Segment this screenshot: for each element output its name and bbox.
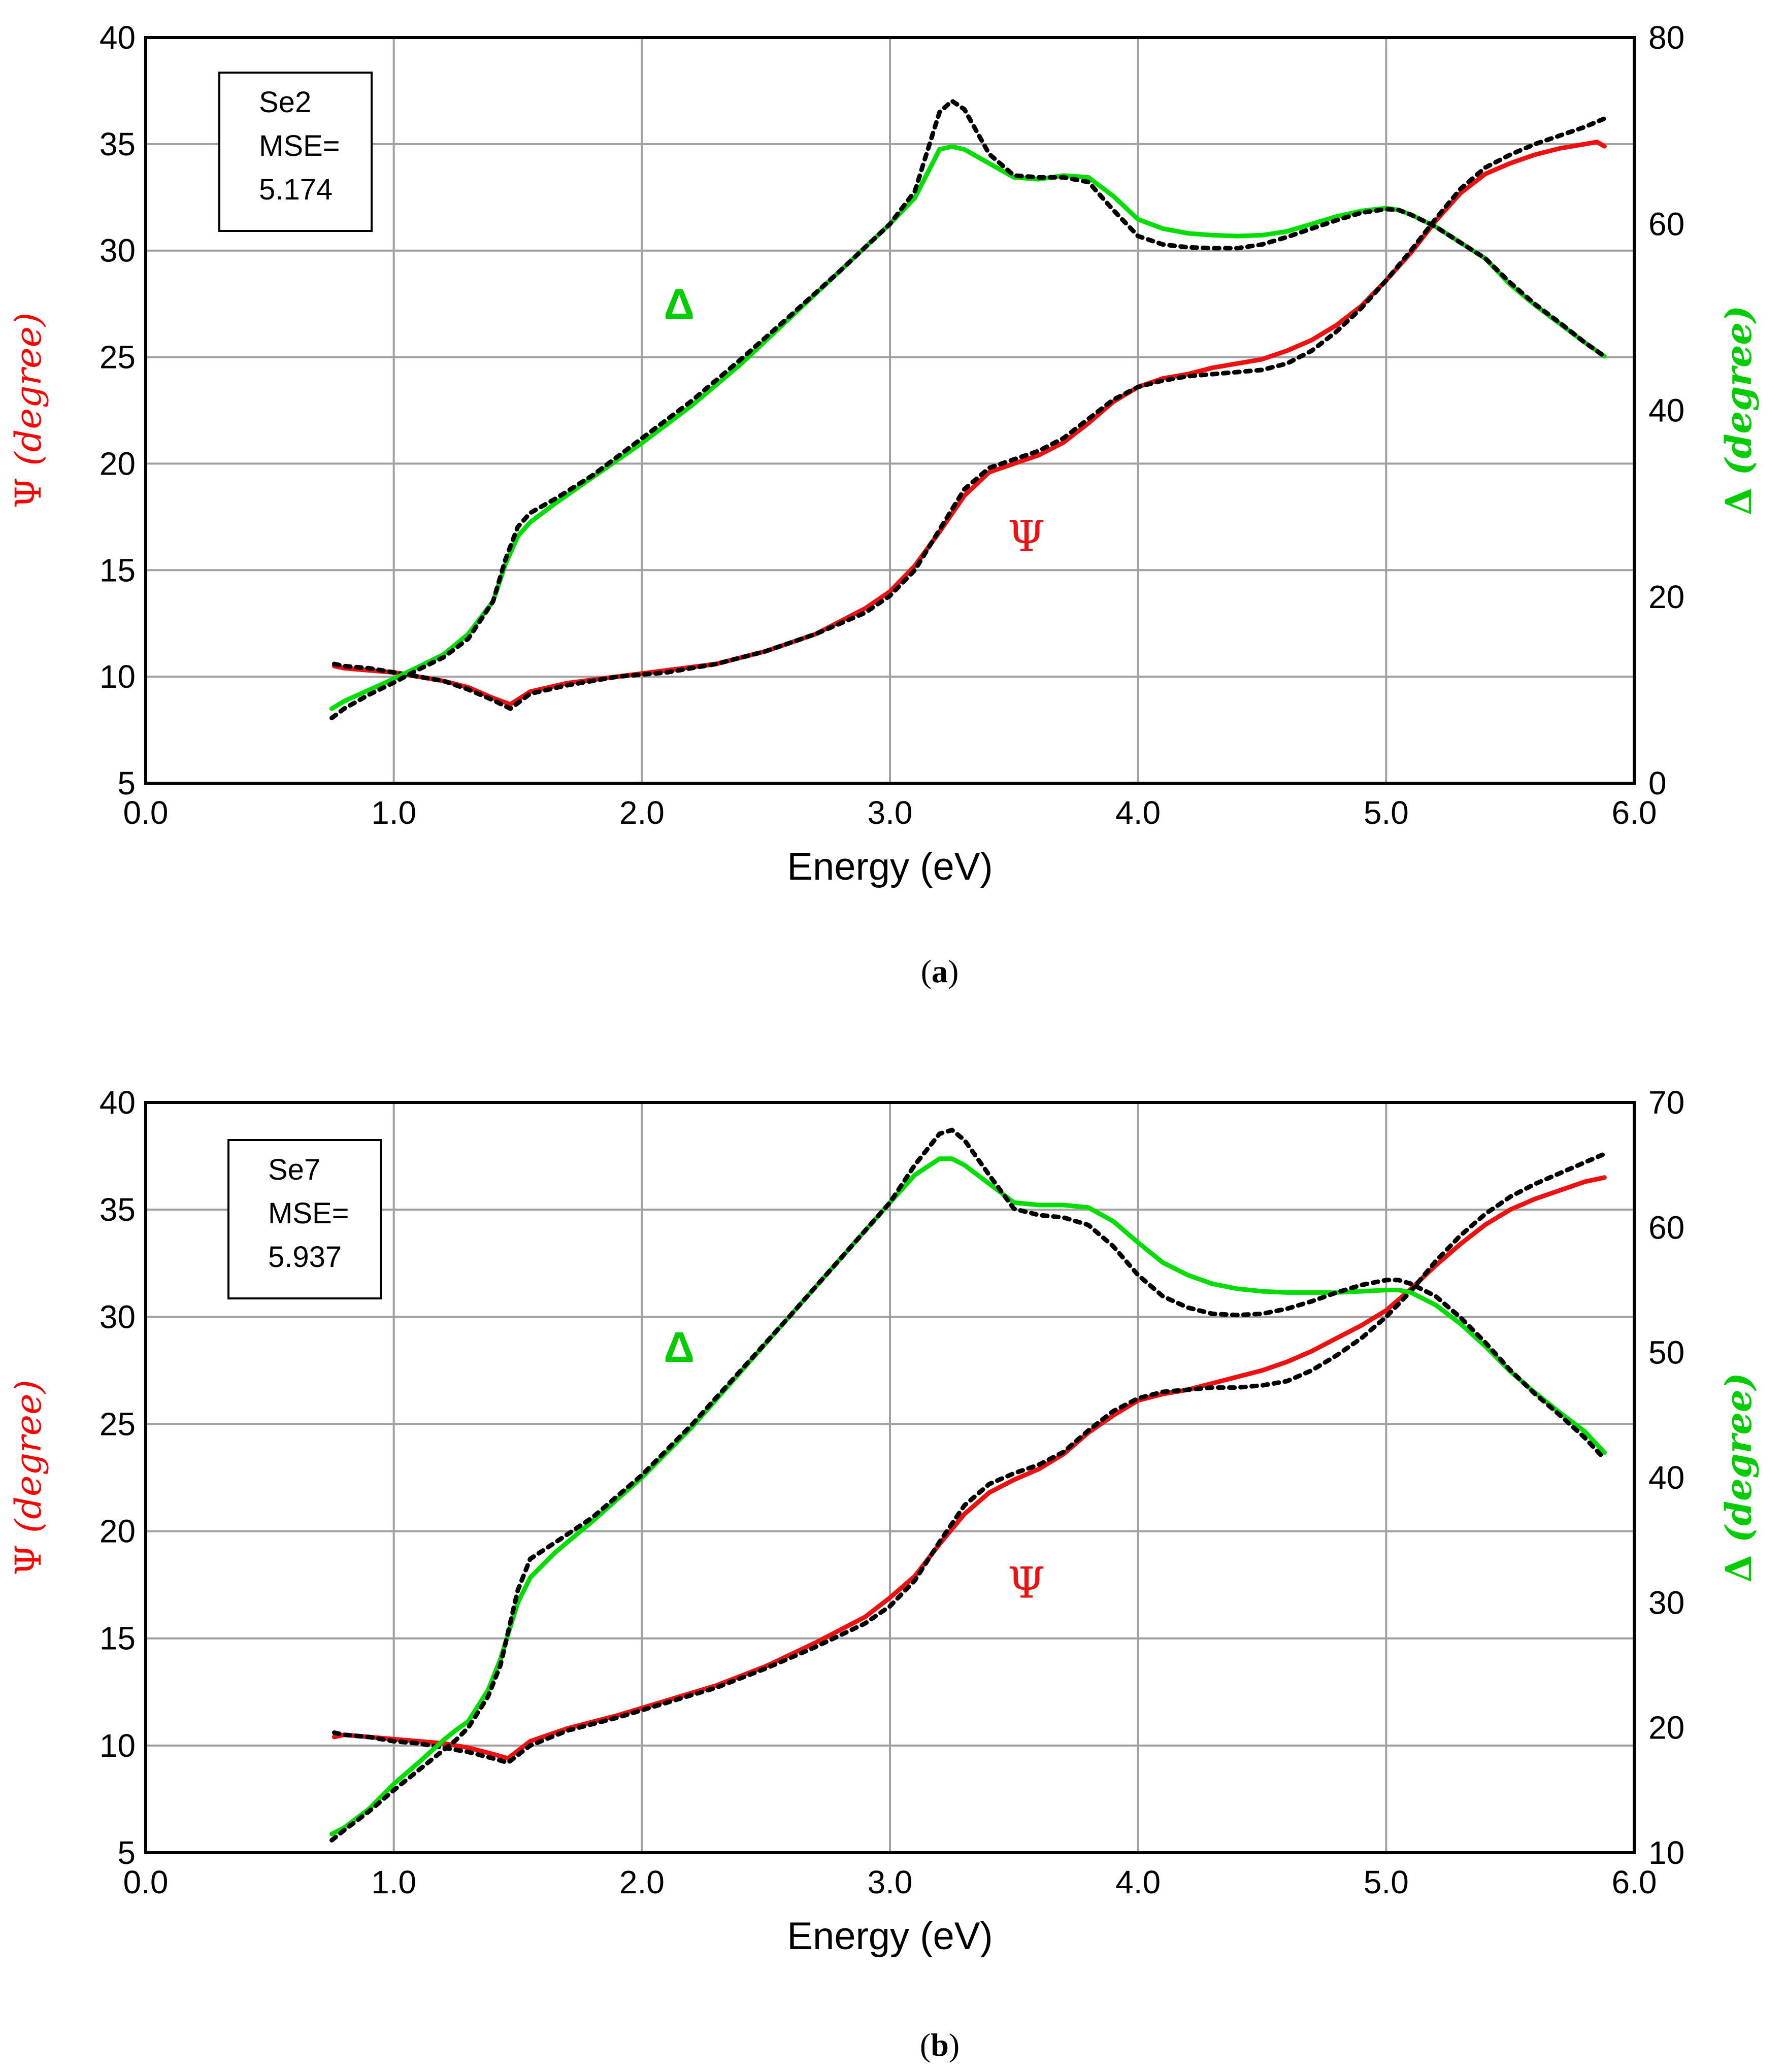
y-left-axis-unit: (degree) xyxy=(8,1380,49,1533)
x-tick-label: 6.0 xyxy=(1612,1864,1657,1900)
y-left-tick-label: 10 xyxy=(100,658,136,695)
y-right-tick-label: 60 xyxy=(1648,1209,1684,1246)
x-axis-label: Energy (eV) xyxy=(787,845,993,888)
x-tick-label: 0.0 xyxy=(123,794,169,831)
y-right-tick-label: 50 xyxy=(1648,1334,1684,1371)
delta-model-fit-line xyxy=(329,98,1607,720)
delta-measured-line xyxy=(329,1156,1607,1836)
y-right-tick-label: 20 xyxy=(1648,1710,1684,1746)
plot-frame xyxy=(144,36,1636,785)
y-left-tick-label: 20 xyxy=(100,445,136,482)
y-left-tick-label: 40 xyxy=(100,19,136,56)
y-left-tick-label: 30 xyxy=(100,1298,136,1335)
x-axis-label: Energy (eV) xyxy=(787,1915,993,1958)
legend-mse-value: 5.937 xyxy=(268,1241,342,1274)
caption-letter: a xyxy=(932,953,948,989)
delta-model-fit-line xyxy=(329,1127,1607,1843)
psi-measured-line xyxy=(332,1175,1607,1761)
psi-curve-label: Ψ xyxy=(1008,512,1045,561)
y-left-tick-label: 15 xyxy=(100,1620,136,1657)
y-right-axis-label: Δ (degree) xyxy=(1717,1373,1760,1582)
x-tick-label: 1.0 xyxy=(371,794,416,831)
x-tick-label: 2.0 xyxy=(619,1864,665,1900)
legend-mse-label: MSE= xyxy=(259,129,340,162)
y-left-tick-label: 30 xyxy=(100,232,136,269)
y-left-axis-label: Ψ (degree) xyxy=(8,313,49,509)
x-tick-label: 6.0 xyxy=(1612,794,1657,831)
x-tick-label: 0.0 xyxy=(123,1864,169,1900)
y-right-tick-label: 60 xyxy=(1648,206,1684,242)
caption-letter: b xyxy=(931,2027,949,2063)
y-left-tick-label: 25 xyxy=(100,1406,136,1442)
x-tick-label: 4.0 xyxy=(1115,1864,1161,1900)
x-tick-label: 3.0 xyxy=(868,1864,913,1900)
x-tick-label: 5.0 xyxy=(1364,1864,1409,1900)
x-tick-label: 1.0 xyxy=(371,1864,416,1900)
legend-sample-name: Se2 xyxy=(259,86,311,119)
y-left-axis-symbol: Ψ xyxy=(8,466,49,509)
delta-measured-line xyxy=(329,144,1607,711)
plot-frame xyxy=(144,1101,1636,1854)
y-right-axis-symbol: Δ xyxy=(1717,1543,1760,1583)
delta-curve-label: Δ xyxy=(664,280,694,328)
y-left-tick-label: 20 xyxy=(100,1513,136,1550)
psi-model-fit-line xyxy=(332,1151,1607,1765)
x-tick-label: 3.0 xyxy=(868,794,913,831)
panel-caption: (b) xyxy=(920,2027,960,2063)
y-left-tick-label: 25 xyxy=(100,339,136,376)
y-left-tick-label: 5 xyxy=(117,1834,136,1871)
y-left-axis-unit: (degree) xyxy=(8,313,49,466)
psi-measured-line xyxy=(332,140,1607,707)
y-left-tick-label: 35 xyxy=(100,126,136,162)
x-tick-label: 2.0 xyxy=(619,794,665,831)
y-left-tick-label: 15 xyxy=(100,552,136,588)
y-right-tick-label: 20 xyxy=(1648,579,1684,615)
legend-box: Se7 MSE= 5.937 xyxy=(227,1139,382,1299)
y-right-tick-label: 30 xyxy=(1648,1584,1684,1621)
caption-open-paren: ( xyxy=(921,953,932,989)
y-left-tick-label: 5 xyxy=(117,765,136,801)
delta-curve-label: Δ xyxy=(664,1323,694,1371)
x-tick-label: 4.0 xyxy=(1115,794,1161,831)
y-right-tick-label: 40 xyxy=(1648,392,1684,429)
legend-mse-label: MSE= xyxy=(268,1197,349,1230)
y-left-axis-symbol: Ψ xyxy=(8,1533,49,1576)
y-right-tick-label: 70 xyxy=(1648,1084,1684,1121)
y-right-tick-label: 0 xyxy=(1648,765,1667,801)
legend-mse-value: 5.174 xyxy=(259,173,333,206)
x-tick-label: 5.0 xyxy=(1364,794,1409,831)
y-left-tick-label: 40 xyxy=(100,1084,136,1121)
legend-frame xyxy=(218,72,373,232)
psi-curve-label: Ψ xyxy=(1008,1558,1045,1608)
chart-panel-a: 0.0 1.0 2.0 3.0 4.0 5.0 6.0 5 10 15 20 25 30 35 40 0 20 4… xyxy=(8,19,1760,989)
legend-box: Se2 MSE= 5.174 xyxy=(218,72,373,232)
y-right-tick-label: 80 xyxy=(1648,19,1684,56)
psi-model-fit-line xyxy=(332,116,1607,711)
chart-panel-b: 0.0 1.0 2.0 3.0 4.0 5.0 6.0 5 10 15 20 25 30 35 40 10 20… xyxy=(8,1084,1760,2063)
y-right-axis-unit: (degree) xyxy=(1717,306,1760,476)
y-right-axis-symbol: Δ xyxy=(1717,475,1760,515)
caption-close-paren: ) xyxy=(949,2027,960,2063)
y-right-axis-unit: (degree) xyxy=(1717,1373,1760,1543)
caption-open-paren: ( xyxy=(920,2027,931,2063)
y-right-axis-label: Δ (degree) xyxy=(1717,306,1760,515)
y-left-axis-label: Ψ (degree) xyxy=(8,1380,49,1576)
legend-sample-name: Se7 xyxy=(268,1153,320,1186)
panel-caption: (a) xyxy=(921,953,959,989)
y-left-tick-label: 35 xyxy=(100,1191,136,1228)
y-right-tick-label: 10 xyxy=(1648,1834,1684,1871)
legend-frame xyxy=(227,1139,382,1299)
y-right-tick-label: 40 xyxy=(1648,1459,1684,1496)
y-left-tick-label: 10 xyxy=(100,1727,136,1764)
caption-close-paren: ) xyxy=(948,953,958,989)
